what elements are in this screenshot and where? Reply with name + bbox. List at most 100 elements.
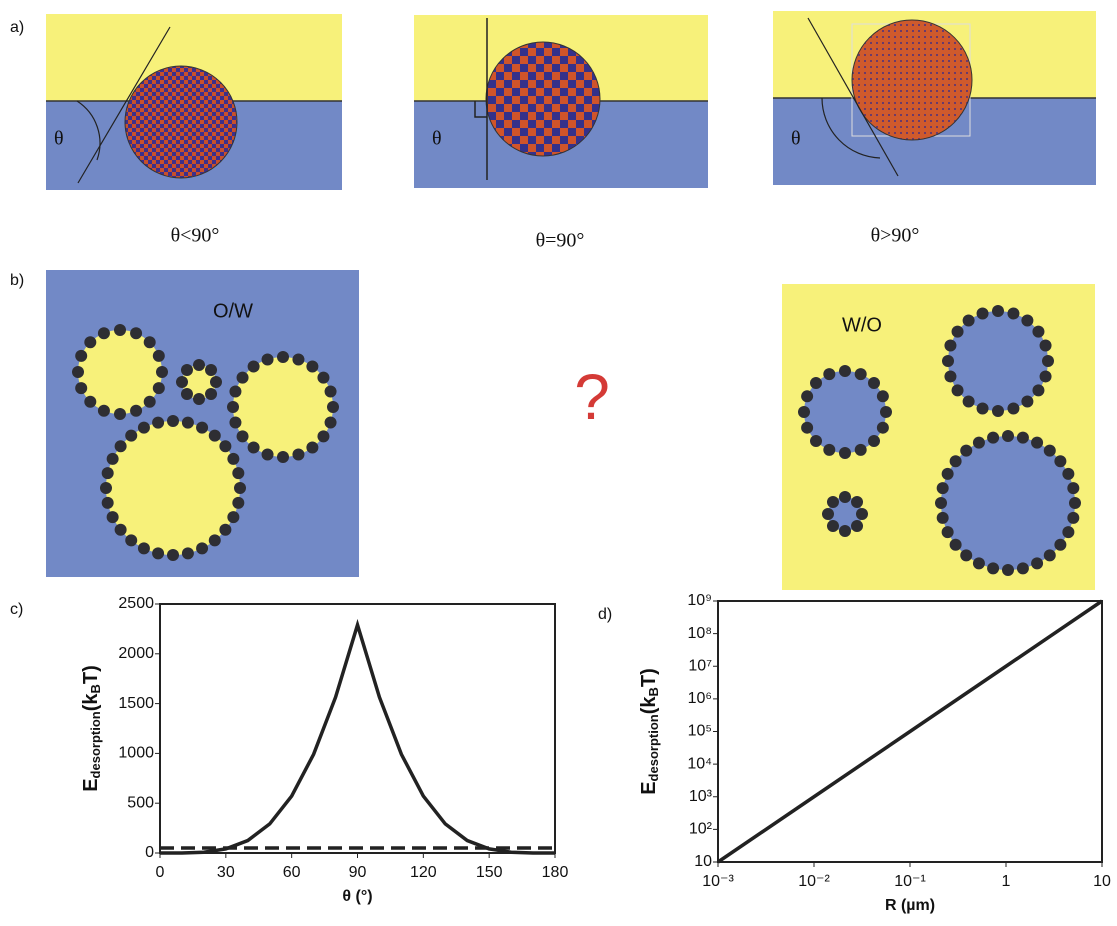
particle [839, 491, 851, 503]
particle [227, 453, 239, 465]
droplet [941, 436, 1075, 570]
y-axis-label-part: E [638, 781, 660, 794]
y-tick-label: 10² [689, 821, 713, 838]
particle [317, 372, 329, 384]
particle [942, 355, 954, 367]
particle [114, 408, 126, 420]
particle [851, 520, 863, 532]
y-tick-label: 10⁸ [687, 625, 712, 642]
particle [1044, 445, 1056, 457]
particle [72, 366, 84, 378]
particle [167, 549, 179, 561]
panel-label: b) [10, 272, 24, 289]
particle [1021, 395, 1033, 407]
particle [1062, 526, 1074, 538]
particle [84, 396, 96, 408]
particle [193, 393, 205, 405]
x-axis-label: θ (°) [342, 888, 372, 905]
particle [219, 440, 231, 452]
x-tick-label: 30 [217, 864, 235, 881]
particle [306, 441, 318, 453]
y-axis-label: Edesorption(kBT) [80, 665, 103, 792]
emulsion-label: W/O [842, 314, 882, 336]
particle [868, 435, 880, 447]
x-tick-label: 0 [156, 864, 165, 881]
particle [102, 467, 114, 479]
particle [114, 324, 126, 336]
particle [952, 384, 964, 396]
particle [952, 326, 964, 338]
case-label: θ=90° [536, 230, 585, 252]
particle [935, 497, 947, 509]
y-axis-label-part: T) [80, 665, 102, 684]
particle [937, 512, 949, 524]
particle [115, 524, 127, 536]
particle [992, 305, 1004, 317]
particle [125, 430, 137, 442]
case-label: θ>90° [871, 225, 920, 247]
particle [138, 422, 150, 434]
particle [196, 542, 208, 554]
particle [115, 440, 127, 452]
y-tick-label: 1000 [118, 745, 154, 762]
y-tick-label: 10⁹ [687, 592, 712, 609]
y-axis-label-part: B [88, 684, 103, 693]
x-tick-label: 180 [542, 864, 569, 881]
x-tick-label: 90 [349, 864, 367, 881]
y-axis-label: Edesorption(kBT) [638, 668, 661, 795]
particle [937, 482, 949, 494]
particle [1067, 482, 1079, 494]
particle [877, 422, 889, 434]
y-tick-label: 500 [127, 794, 154, 811]
particle [1017, 562, 1029, 574]
particle [210, 376, 222, 388]
particle [156, 366, 168, 378]
particle [325, 416, 337, 428]
particle [277, 451, 289, 463]
particle [107, 453, 119, 465]
particle [855, 368, 867, 380]
particle [942, 526, 954, 538]
particle [1062, 468, 1074, 480]
particle [130, 327, 142, 339]
particle [839, 365, 851, 377]
particle [950, 455, 962, 467]
plot-frame [160, 604, 555, 853]
y-tick-label: 10⁶ [688, 690, 712, 707]
particle [973, 437, 985, 449]
particle [1042, 355, 1054, 367]
particle [306, 361, 318, 373]
y-tick-label: 0 [145, 844, 154, 861]
particle [827, 520, 839, 532]
particle [827, 496, 839, 508]
particle [973, 557, 985, 569]
panel-label: c) [10, 601, 23, 618]
y-tick-label: 1500 [118, 695, 154, 712]
particle [963, 315, 975, 327]
particle [1044, 549, 1056, 561]
droplet [948, 311, 1048, 411]
particle [205, 388, 217, 400]
particle [227, 511, 239, 523]
particle [84, 336, 96, 348]
y-tick-label: 10⁷ [688, 657, 712, 674]
particle [1002, 430, 1014, 442]
droplet [233, 357, 333, 457]
particle [196, 422, 208, 434]
particle [144, 396, 156, 408]
angle-symbol: θ [432, 128, 442, 150]
particle [102, 497, 114, 509]
particle [176, 376, 188, 388]
particle [125, 534, 137, 546]
particle [1040, 370, 1052, 382]
particle [1032, 326, 1044, 338]
particle [1069, 497, 1081, 509]
particle [317, 430, 329, 442]
y-tick-label: 10⁴ [687, 755, 712, 772]
angle-symbol: θ [791, 128, 801, 150]
particle [855, 444, 867, 456]
particle [1021, 315, 1033, 327]
diagram-right: θ [414, 15, 708, 188]
particle [868, 377, 880, 389]
charts: c)050010001500200025000306090120150180θ … [10, 592, 1111, 914]
